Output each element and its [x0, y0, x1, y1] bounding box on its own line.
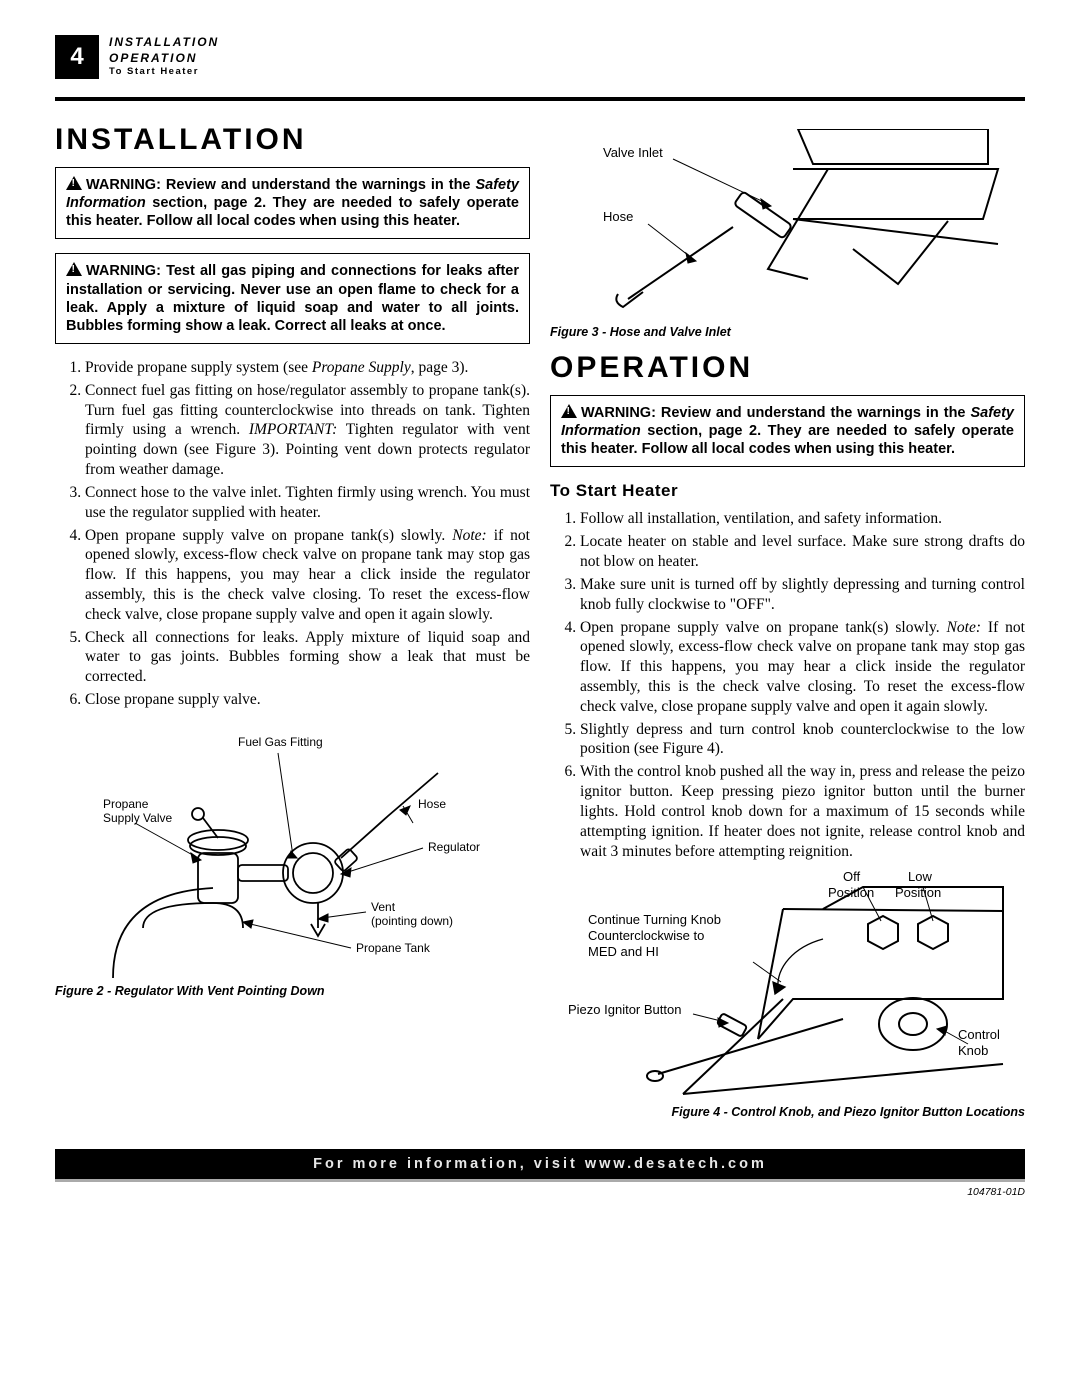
warning-icon [66, 262, 82, 276]
divider [55, 97, 1025, 101]
op-step-2: Locate heater on stable and level surfac… [580, 532, 1025, 572]
install-step-3: Connect hose to the valve inlet. Tighten… [85, 483, 530, 523]
fig4-off-2: Position [828, 885, 874, 900]
document-id: 104781-01D [55, 1186, 1025, 1198]
warning-box-2: WARNING: Test all gas piping and connect… [55, 253, 530, 344]
fig2-label-fuel-gas: Fuel Gas Fitting [238, 735, 323, 749]
section-title-installation: INSTALLATION [55, 123, 530, 157]
fig3-label-valve-inlet: Valve Inlet [603, 145, 663, 160]
install-step-2: Connect fuel gas fitting on hose/regulat… [85, 381, 530, 480]
op-step-5: Slightly depress and turn control knob c… [580, 720, 1025, 760]
t: Note: [452, 527, 486, 544]
fig4-off-1: Off [843, 869, 860, 884]
install-step-5: Check all connections for leaks. Apply m… [85, 628, 530, 687]
warning-box-3: WARNING: Review and understand the warni… [550, 395, 1025, 467]
install-step-1: Provide propane supply system (see Propa… [85, 358, 530, 378]
fig2-label-vent-2: (pointing down) [371, 914, 453, 928]
warning-icon [561, 404, 577, 418]
t: , page 3). [411, 359, 469, 376]
fig2-label-tank: Propane Tank [356, 941, 431, 955]
fig2-label-psv-1: Propane [103, 797, 149, 811]
footer-bar: For more information, visit www.desatech… [55, 1149, 1025, 1182]
figure-2-caption: Figure 2 - Regulator With Vent Pointing … [55, 984, 530, 998]
figure-3-caption: Figure 3 - Hose and Valve Inlet [550, 325, 1025, 339]
fig2-label-vent-1: Vent [371, 900, 396, 914]
left-column: INSTALLATION WARNING: Review and underst… [55, 123, 530, 1131]
fig4-piezo: Piezo Ignitor Button [568, 1002, 681, 1017]
installation-steps: Provide propane supply system (see Propa… [55, 358, 530, 710]
fig4-cont-1: Continue Turning Knob [588, 912, 721, 927]
figure-3: Valve Inlet Hose Figure 3 - Hose and Val… [550, 129, 1025, 339]
fig3-label-hose: Hose [603, 209, 633, 224]
fig4-cont-3: MED and HI [588, 944, 659, 959]
t: Provide propane supply system (see [85, 359, 312, 376]
header-line-1: INSTALLATION [109, 35, 219, 51]
t: Propane Supply [312, 359, 411, 376]
fig2-label-psv-2: Supply Valve [103, 811, 172, 825]
op-step-6: With the control knob pushed all the way… [580, 762, 1025, 861]
fig4-ck-1: Control [958, 1027, 1000, 1042]
fig4-cont-2: Counterclockwise to [588, 928, 704, 943]
fig2-label-regulator: Regulator [428, 840, 480, 854]
op-step-3: Make sure unit is turned off by slightly… [580, 575, 1025, 615]
figure-4-svg: Off Low Position Position Continue Turni… [563, 869, 1013, 1099]
install-step-4: Open propane supply valve on propane tan… [85, 526, 530, 625]
warning-icon [66, 176, 82, 190]
header-breadcrumb: INSTALLATION OPERATION To Start Heater [109, 35, 219, 79]
figure-4-caption: Figure 4 - Control Knob, and Piezo Ignit… [550, 1105, 1025, 1119]
figure-2-svg: Fuel Gas Fitting Propane Supply Valve Ho… [83, 718, 503, 978]
subsection-to-start-heater: To Start Heater [550, 481, 1025, 501]
page-number: 4 [55, 35, 99, 79]
t: Open propane supply valve on propane tan… [580, 619, 947, 636]
figure-4: Off Low Position Position Continue Turni… [550, 869, 1025, 1119]
t: IMPORTANT: [249, 421, 337, 438]
op-step-1: Follow all installation, ventilation, an… [580, 509, 1025, 529]
t: Note: [947, 619, 981, 636]
warning-3-lead: WARNING: Review and understand the warni… [581, 405, 970, 421]
t: Open propane supply valve on propane tan… [85, 527, 452, 544]
operation-steps: Follow all installation, ventilation, an… [550, 509, 1025, 861]
warning-2-text: WARNING: Test all gas piping and connect… [66, 263, 519, 333]
page-header: 4 INSTALLATION OPERATION To Start Heater [55, 35, 1025, 79]
right-column: Valve Inlet Hose Figure 3 - Hose and Val… [550, 123, 1025, 1131]
header-line-3: To Start Heater [109, 66, 219, 78]
op-step-4: Open propane supply valve on propane tan… [580, 618, 1025, 717]
section-title-operation: OPERATION [550, 351, 1025, 385]
figure-2: Fuel Gas Fitting Propane Supply Valve Ho… [55, 718, 530, 998]
install-step-6: Close propane supply valve. [85, 690, 530, 710]
fig4-low-2: Position [895, 885, 941, 900]
fig4-ck-2: Knob [958, 1043, 988, 1058]
header-line-2: OPERATION [109, 51, 219, 67]
fig2-label-hose: Hose [418, 797, 446, 811]
fig4-low-1: Low [908, 869, 932, 884]
figure-3-svg: Valve Inlet Hose [568, 129, 1008, 319]
warning-1-lead: WARNING: Review and understand the warni… [86, 177, 475, 193]
warning-box-1: WARNING: Review and understand the warni… [55, 167, 530, 239]
